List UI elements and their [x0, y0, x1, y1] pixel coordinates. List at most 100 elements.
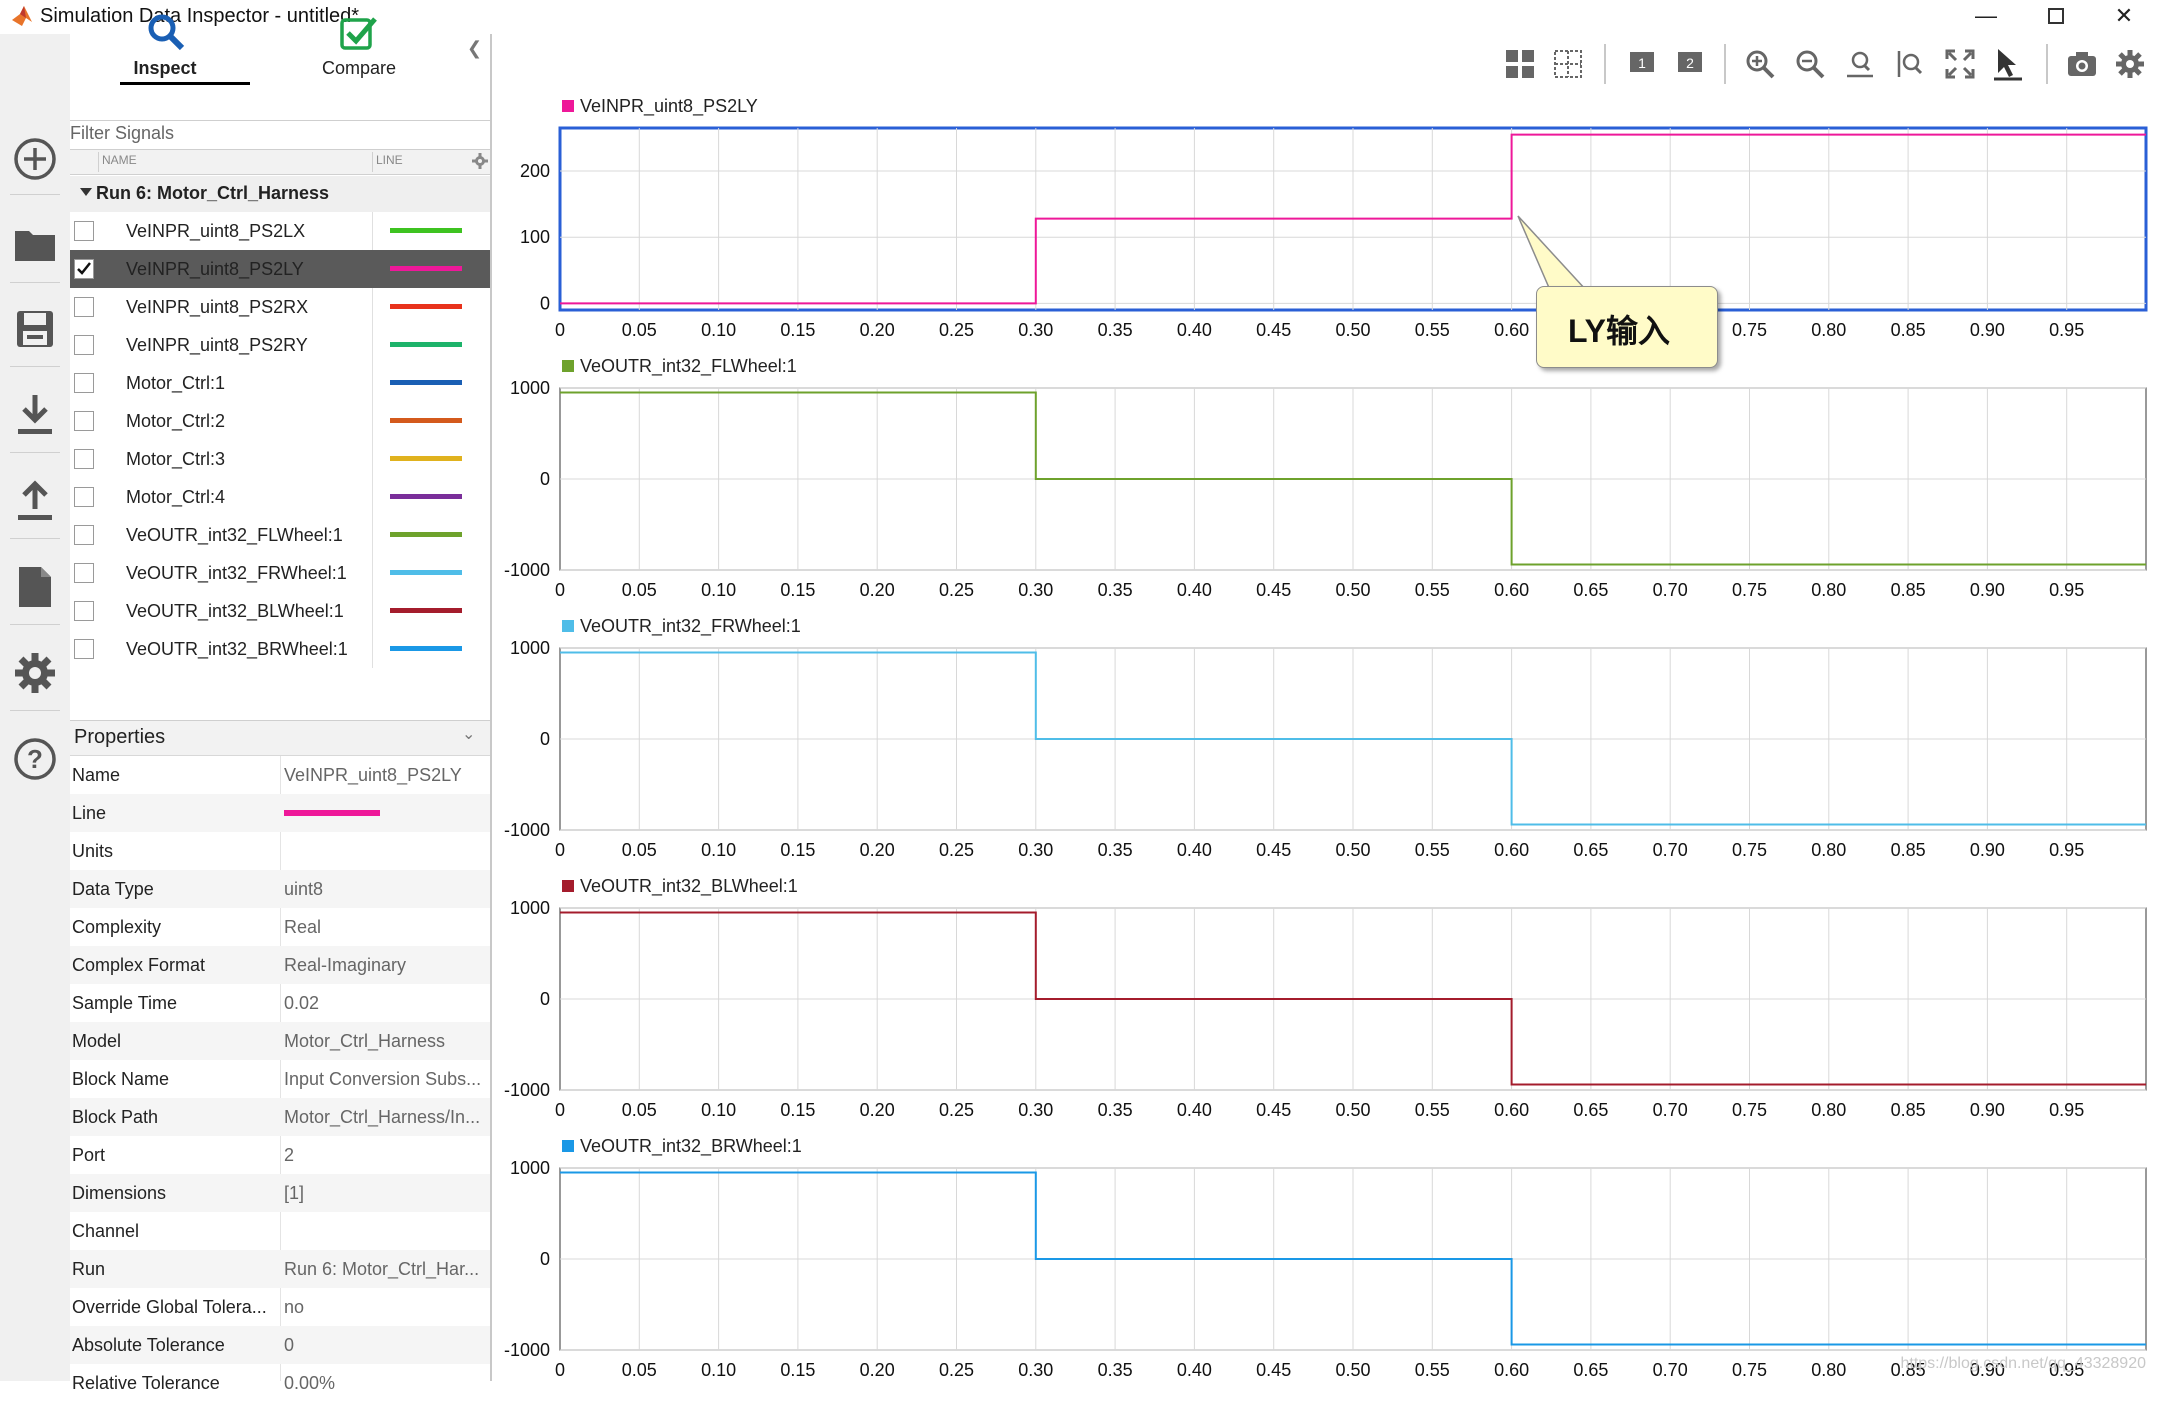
open-button[interactable] — [8, 218, 62, 272]
column-header-line[interactable]: LINE — [376, 153, 403, 167]
signal-checkbox[interactable] — [74, 601, 94, 621]
x-tick-label: 0.90 — [1970, 320, 2005, 340]
report-button[interactable] — [8, 560, 62, 614]
signal-line-swatch[interactable] — [390, 456, 462, 461]
series-line[interactable] — [560, 651, 2146, 826]
expand-triangle-icon[interactable] — [80, 188, 92, 196]
x-tick-label: 0.90 — [1970, 1360, 2005, 1380]
collapse-panel-icon[interactable]: ❮ — [467, 38, 483, 58]
import-button[interactable] — [8, 388, 62, 442]
x-tick-label: 0.25 — [939, 580, 974, 600]
signal-line-swatch[interactable] — [390, 266, 462, 271]
x-tick-label: 0.40 — [1177, 580, 1212, 600]
export-button[interactable] — [8, 474, 62, 528]
chevron-down-icon[interactable]: ⌄ — [462, 726, 476, 743]
new-button[interactable] — [8, 132, 62, 186]
x-tick-label: 0.05 — [622, 840, 657, 860]
legend-label: VeOUTR_int32_FRWheel:1 — [580, 616, 801, 637]
x-tick-label: 0.20 — [860, 840, 895, 860]
filter-signals-field[interactable] — [70, 120, 490, 150]
signal-checkbox[interactable] — [74, 221, 94, 241]
x-tick-label: 0.10 — [701, 1100, 736, 1120]
signal-line-swatch[interactable] — [390, 494, 462, 499]
property-name: Relative Tolerance — [72, 1373, 220, 1393]
x-tick-label: 0.35 — [1098, 840, 1133, 860]
signal-line-swatch[interactable] — [390, 380, 462, 385]
close-icon: ✕ — [2114, 3, 2134, 28]
signal-line-swatch[interactable] — [390, 228, 462, 233]
signal-checkbox[interactable] — [74, 487, 94, 507]
dual-view-button[interactable]: 2 — [1670, 44, 1710, 84]
zoom-out-button[interactable] — [1790, 44, 1830, 84]
single-view-button[interactable]: 1 — [1622, 44, 1662, 84]
zoom-y-button[interactable] — [1890, 44, 1930, 84]
signal-checkbox[interactable] — [74, 449, 94, 469]
signal-line-swatch[interactable] — [390, 646, 462, 651]
x-tick-label: 0.75 — [1732, 320, 1767, 340]
cursor-button[interactable] — [1988, 44, 2028, 84]
x-tick-label: 0.10 — [701, 840, 736, 860]
run-group-row[interactable] — [70, 176, 490, 212]
signal-line-swatch[interactable] — [390, 532, 462, 537]
layout-button[interactable] — [1500, 44, 1540, 84]
signal-checkbox[interactable] — [74, 335, 94, 355]
property-name: Complexity — [72, 917, 162, 937]
preferences-button[interactable] — [8, 646, 62, 700]
minimize-button[interactable]: — — [1954, 0, 2018, 32]
signal-line-swatch[interactable] — [390, 608, 462, 613]
x-tick-label: 0.40 — [1177, 1360, 1212, 1380]
snapshot-button[interactable] — [2062, 44, 2102, 84]
zoom-x-button[interactable] — [1840, 44, 1880, 84]
property-name: Port — [72, 1145, 106, 1165]
column-settings-icon[interactable] — [472, 153, 488, 169]
signal-name: Motor_Ctrl:3 — [126, 449, 226, 469]
signal-checkbox[interactable] — [74, 525, 94, 545]
signal-checkbox[interactable] — [74, 373, 94, 393]
subplot-button[interactable] — [1548, 44, 1588, 84]
signal-name: Motor_Ctrl:4 — [126, 487, 226, 507]
x-tick-label: 0.05 — [622, 580, 657, 600]
maximize-button[interactable] — [2024, 0, 2088, 32]
signal-line-swatch[interactable] — [390, 342, 462, 347]
property-row — [70, 1250, 490, 1288]
column-header-name[interactable]: NAME — [102, 153, 137, 167]
close-button[interactable]: ✕ — [2092, 0, 2156, 32]
property-line-swatch[interactable] — [284, 810, 380, 816]
save-button[interactable] — [8, 302, 62, 356]
rail-separator — [10, 282, 60, 283]
properties-header[interactable] — [70, 720, 490, 756]
series-line[interactable] — [560, 1171, 2146, 1346]
active-tab-indicator — [120, 82, 250, 85]
signal-checkbox[interactable] — [74, 259, 94, 279]
signal-checkbox[interactable] — [74, 411, 94, 431]
zoom-in-icon — [1746, 50, 1775, 79]
x-tick-label: 0.25 — [939, 320, 974, 340]
rail-separator — [10, 366, 60, 367]
signal-checkbox[interactable] — [74, 297, 94, 317]
signal-line-swatch[interactable] — [390, 418, 462, 423]
checkmark-icon — [77, 262, 91, 275]
signal-checkbox[interactable] — [74, 563, 94, 583]
series-line[interactable] — [560, 911, 2146, 1086]
x-tick-label: 0.95 — [2049, 840, 2084, 860]
zoom-in-button[interactable] — [1740, 44, 1780, 84]
signal-line-swatch[interactable] — [390, 570, 462, 575]
column-divider — [98, 152, 99, 172]
gear-icon — [2116, 50, 2144, 78]
fit-to-view-button[interactable] — [1940, 44, 1980, 84]
help-icon: ? — [14, 738, 56, 780]
settings-button[interactable] — [2110, 44, 2150, 84]
signal-checkbox[interactable] — [74, 639, 94, 659]
help-button[interactable]: ? — [8, 732, 62, 786]
tab-inspect[interactable]: Inspect — [90, 4, 240, 86]
plot-area[interactable]: VeINPR_uint8_PS2LY 0 0.05 0.10 0.15 0.20 0.25 0… — [500, 90, 2160, 1381]
series-line[interactable] — [560, 133, 2146, 305]
x-tick-label: 0.90 — [1970, 1100, 2005, 1120]
x-tick-label: 0.55 — [1415, 1360, 1450, 1380]
signal-line-swatch[interactable] — [390, 304, 462, 309]
x-tick-label: 0 — [555, 580, 565, 600]
gear-icon — [15, 653, 55, 693]
svg-text:1: 1 — [1638, 55, 1646, 71]
series-line[interactable] — [560, 391, 2146, 566]
tab-compare[interactable]: Compare — [284, 4, 434, 86]
